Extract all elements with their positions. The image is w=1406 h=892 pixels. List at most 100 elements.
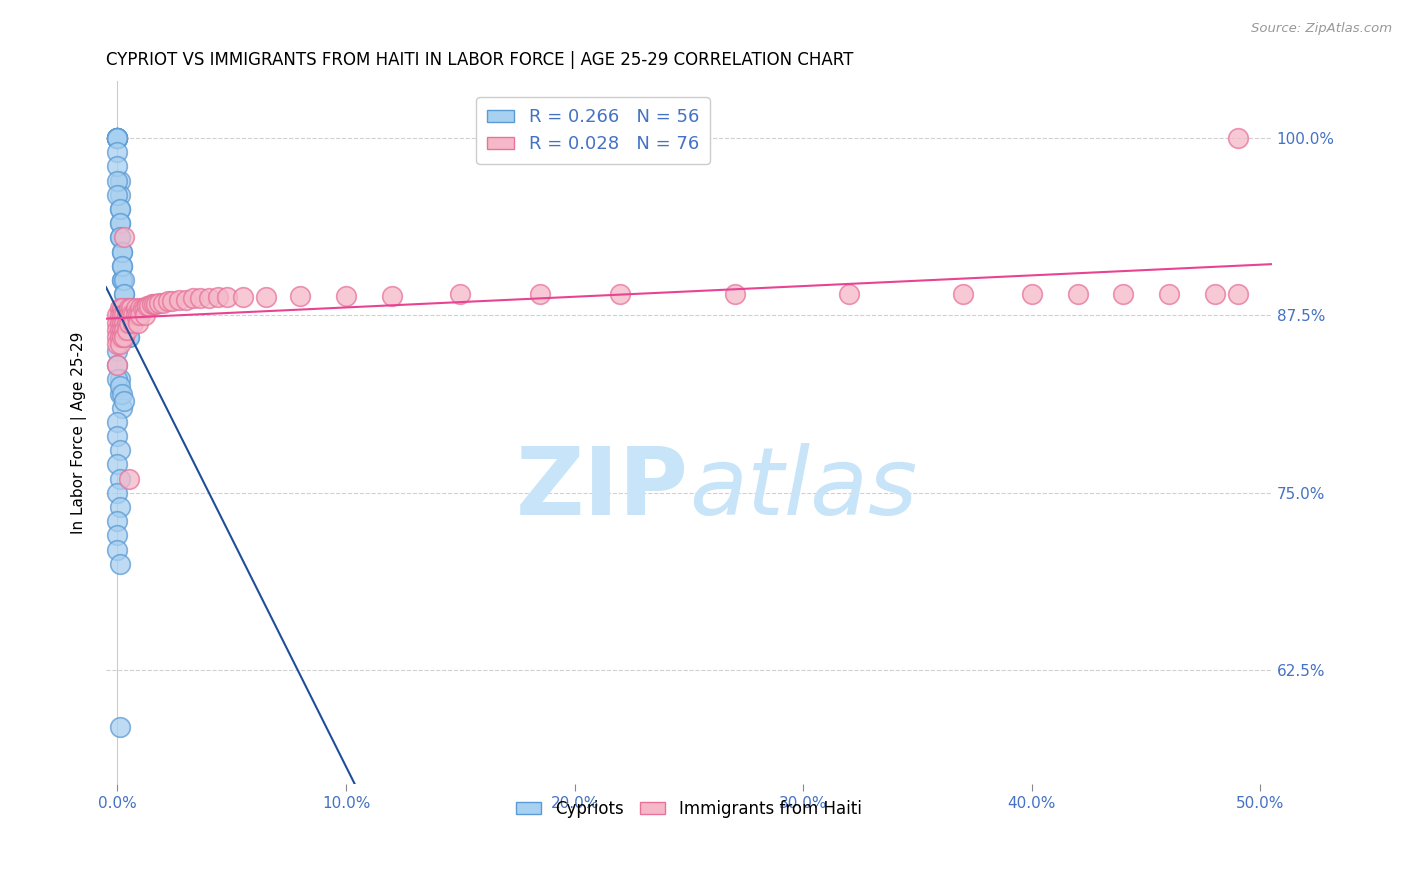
Point [112,230,135,244]
Point [107,372,129,386]
Point [111,316,134,330]
Point [107,528,129,542]
Point [107,316,129,330]
Point [335,288,357,302]
Point [108,301,131,316]
Point [111,273,134,287]
Point [125,309,148,323]
Point [136,299,159,313]
Point [108,330,131,344]
Point [952,287,974,301]
Point [107,131,129,145]
Point [724,287,747,301]
Point [115,301,138,316]
Point [115,316,138,330]
Point [108,379,131,393]
Point [254,290,277,304]
Point [838,287,860,301]
Point [108,336,131,351]
Point [381,288,404,302]
Point [107,160,129,174]
Point [129,309,152,323]
Point [120,301,142,316]
Point [232,290,254,304]
Point [108,323,131,337]
Point [127,309,149,323]
Point [108,443,131,458]
Point [107,131,129,145]
Point [167,293,190,307]
Point [115,316,138,330]
Point [131,301,153,316]
Text: ZIP: ZIP [516,442,689,534]
Point [111,401,134,415]
Text: Source: ZipAtlas.com: Source: ZipAtlas.com [1251,22,1392,36]
Point [111,273,134,287]
Point [138,299,160,313]
Point [112,323,135,337]
Point [108,557,131,571]
Point [108,202,131,216]
Point [1112,287,1135,301]
Point [112,393,135,408]
Point [111,386,134,401]
Point [127,316,149,330]
Point [115,309,138,323]
Point [125,301,148,316]
Point [108,187,131,202]
Point [107,336,129,351]
Point [108,500,131,514]
Point [129,301,152,316]
Point [108,216,131,230]
Point [111,323,134,337]
Point [122,309,145,323]
Point [115,323,138,337]
Point [1157,287,1180,301]
Point [111,301,134,316]
Point [111,330,134,344]
Point [118,316,141,330]
Point [148,295,170,310]
Point [188,292,211,306]
Point [107,309,129,323]
Point [207,290,229,304]
Point [107,145,129,160]
Point [107,486,129,500]
Point [108,316,131,330]
Point [112,273,135,287]
Point [162,294,184,309]
Point [112,287,135,301]
Point [118,472,141,486]
Point [108,386,131,401]
Point [290,288,312,302]
Point [112,301,135,316]
Point [449,287,471,301]
Point [108,372,131,386]
Point [181,292,204,306]
Point [108,230,131,244]
Point [108,174,131,188]
Point [108,230,131,244]
Point [609,287,631,301]
Point [107,514,129,528]
Point [134,309,156,323]
Point [1226,287,1249,301]
Point [108,720,131,734]
Point [107,358,129,372]
Point [111,244,134,259]
Point [107,174,129,188]
Point [112,287,135,301]
Point [1021,287,1043,301]
Point [107,458,129,472]
Point [1204,287,1226,301]
Point [112,330,135,344]
Text: atlas: atlas [689,443,917,534]
Point [156,294,179,309]
Point [118,301,141,316]
Point [112,316,135,330]
Point [107,343,129,358]
Point [115,316,138,330]
Point [107,131,129,145]
Point [107,415,129,429]
Point [217,290,239,304]
